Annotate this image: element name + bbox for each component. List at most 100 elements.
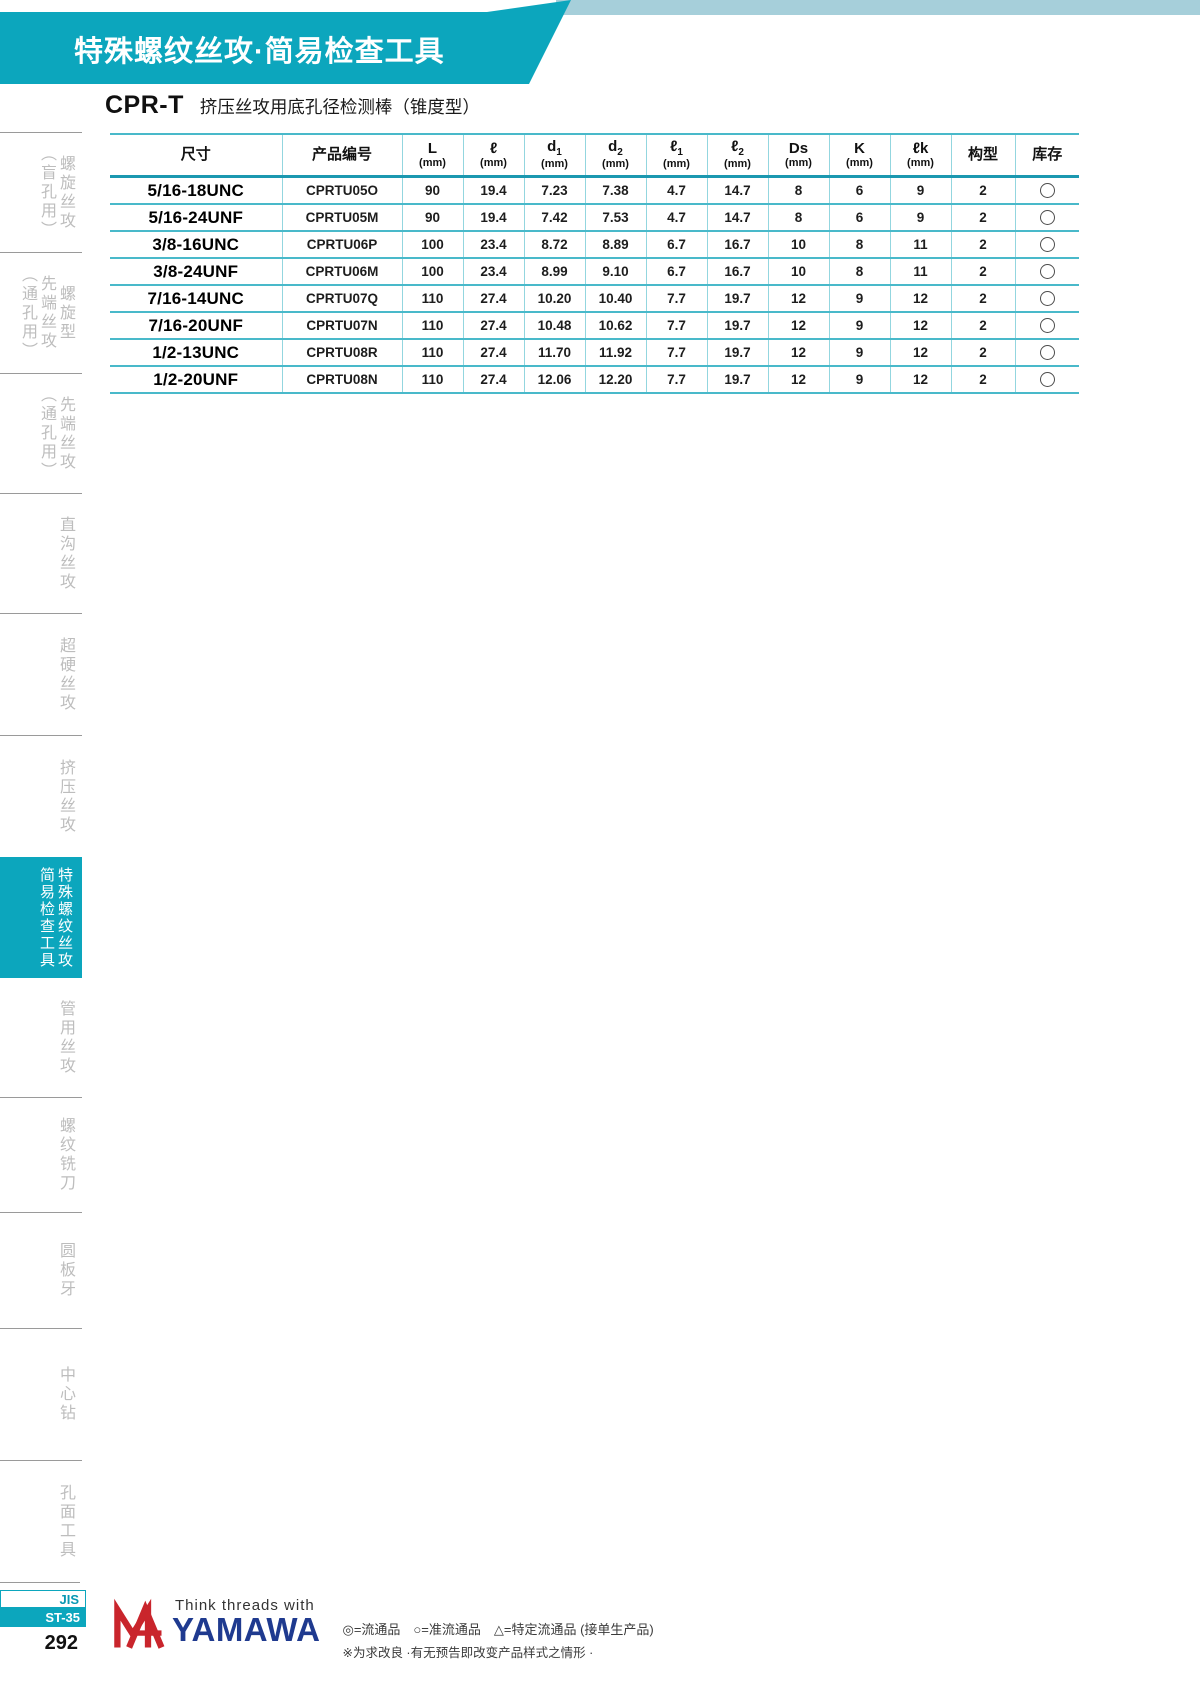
size-cell: 5/16-18UNC: [110, 176, 282, 205]
value-cell: 7.7: [645, 312, 707, 340]
column-header: L (mm): [401, 134, 463, 178]
value-cell: 2: [950, 285, 1015, 313]
sidebar-tab-7[interactable]: 特殊螺纹丝攻 简易检查工具: [0, 857, 82, 978]
value-cell: 10: [767, 258, 829, 286]
sidebar-tab-1[interactable]: 螺旋丝攻 （盲孔用）: [0, 132, 82, 252]
spec-table-row: 7/16-20UNF CPRTU07N 110 27.4 10.48 10.62 7.7 19…: [110, 312, 1079, 340]
value-cell: 90: [401, 204, 463, 232]
stock-available-icon: [1039, 236, 1055, 252]
value-cell: 7.23: [523, 176, 585, 205]
sidebar-tab-label: 中心钻: [57, 1366, 74, 1423]
stock-available-icon: [1039, 182, 1055, 198]
value-cell: 2: [950, 339, 1015, 367]
sidebar-tab-label: 孔面工具: [57, 1483, 74, 1560]
page-number: 292: [44, 1632, 78, 1654]
value-cell: 2: [950, 231, 1015, 259]
value-cell: 19.4: [462, 204, 524, 232]
stock-available-icon: [1039, 344, 1055, 360]
value-cell: 10.20: [523, 285, 585, 313]
value-cell: 27.4: [462, 285, 524, 313]
sidebar-tab-label: 螺旋丝攻: [57, 154, 74, 231]
stock-cell: [1014, 339, 1079, 367]
value-cell: 12: [889, 285, 951, 313]
value-cell: 7.53: [584, 204, 646, 232]
value-cell: 11: [889, 231, 951, 259]
product-code-cell: CPRTU06P: [281, 231, 402, 259]
value-cell: 11: [889, 258, 951, 286]
sidebar-tab-8[interactable]: 管用丝攻: [0, 978, 82, 1097]
value-cell: 4.7: [645, 204, 707, 232]
value-cell: 27.4: [462, 366, 524, 393]
size-cell: 7/16-20UNF: [110, 312, 282, 340]
yamawa-logo-icon: [114, 1598, 165, 1649]
spec-table-head: 尺寸 产品编号 L (mm) ℓ (mm) d1 (mm) d2 (mm) ℓ1 (mm) ℓ2 (mm)…: [110, 134, 1079, 178]
value-cell: 6: [828, 204, 890, 232]
value-cell: 7.7: [645, 285, 707, 313]
value-cell: 19.7: [706, 339, 768, 367]
column-header: ℓk (mm): [889, 134, 951, 178]
spec-table-row: 5/16-24UNF CPRTU05M 90 19.4 7.42 7.53 4.7 14.7 8…: [110, 204, 1079, 232]
availability-legend: ◎=流通品 ○=准流通品 △=特定流通品 (接单生产品): [342, 1622, 654, 1637]
value-cell: 12: [767, 285, 829, 313]
value-cell: 12.20: [584, 366, 646, 393]
size-cell: 1/2-13UNC: [110, 339, 282, 367]
column-header: ℓ2 (mm): [706, 134, 768, 178]
size-cell: 1/2-20UNF: [153, 369, 239, 389]
column-header: 尺寸: [110, 134, 282, 178]
sidebar-tab-3[interactable]: 先端丝攻 （通孔用）: [0, 373, 82, 493]
sidebar-tab-6[interactable]: 挤压丝攻: [0, 735, 82, 857]
spec-table-row: 1/2-20UNF CPRTU08N 110 27.4 12.06 12.20 7.7 19.…: [110, 366, 1079, 393]
product-name: 挤压丝攻用底孔径检测棒（锥度型）: [199, 97, 480, 117]
sidebar-tab-label: 简易检查工具: [38, 866, 55, 969]
value-cell: 10.62: [584, 312, 646, 340]
product-code-cell: CPRTU07Q: [281, 285, 402, 313]
brand-tagline: Think threads with: [175, 1597, 315, 1614]
brand-name: YAMAWA: [172, 1611, 321, 1648]
value-cell: 9.10: [584, 258, 646, 286]
column-header: Ds (mm): [767, 134, 829, 178]
stock-available-icon: [1039, 263, 1055, 279]
stock-cell: [1014, 366, 1079, 393]
sidebar-tab-5[interactable]: 超硬丝攻: [0, 613, 82, 735]
value-cell: 12: [767, 312, 829, 340]
product-code-cell: CPRTU05M: [281, 204, 402, 232]
value-cell: 19.4: [462, 176, 524, 205]
size-cell: 3/8-24UNF: [110, 258, 282, 286]
value-cell: 12: [767, 339, 829, 367]
stock-cell: [1014, 258, 1079, 286]
sidebar-tab-label: （通孔用）: [19, 265, 36, 361]
value-cell: 12: [889, 312, 951, 340]
sidebar-tab-4[interactable]: 直沟丝攻: [0, 493, 82, 613]
value-cell: 4.7: [645, 176, 707, 205]
value-cell: 90: [401, 176, 463, 205]
spec-table: 尺寸 产品编号 L (mm) ℓ (mm) d1 (mm) d2 (mm) ℓ1 (mm) ℓ2 (mm)…: [110, 133, 1079, 394]
column-header: d2 (mm): [584, 134, 646, 178]
value-cell: 8.72: [523, 231, 585, 259]
sidebar-tab-2[interactable]: 螺旋型 先端丝攻 （通孔用）: [0, 252, 82, 373]
sidebar-tab-10[interactable]: 圆板牙: [0, 1212, 82, 1328]
value-cell: 16.7: [706, 258, 768, 286]
value-cell: 12: [889, 339, 951, 367]
sidebar-tab-label: 直沟丝攻: [57, 515, 74, 592]
value-cell: 2: [950, 366, 1015, 393]
sidebar-tab-9[interactable]: 螺纹铣刀: [0, 1097, 82, 1212]
value-cell: 9: [889, 176, 951, 205]
value-cell: 10.40: [584, 285, 646, 313]
page-banner: [0, 0, 571, 84]
value-cell: 11.70: [523, 339, 585, 367]
value-cell: 2: [950, 258, 1015, 286]
value-cell: 8: [828, 258, 890, 286]
sidebar-tab-label: 圆板牙: [57, 1242, 74, 1299]
standard-badge: JIS ST-35 292: [0, 1590, 86, 1655]
value-cell: 8: [828, 231, 890, 259]
value-cell: 7.42: [523, 204, 585, 232]
sidebar-tab-11[interactable]: 中心钻: [0, 1328, 82, 1460]
spec-table-row: 3/8-16UNC CPRTU06P 100 23.4 8.72 8.89 6.7 16.7 1…: [110, 231, 1079, 259]
value-cell: 100: [401, 231, 463, 259]
value-cell: 11.92: [584, 339, 646, 367]
disclaimer-note: ※为求改良 ·有无预告即改变产品样式之情形 ·: [342, 1646, 594, 1660]
jis-label: JIS: [0, 1590, 86, 1608]
sidebar-tab-12[interactable]: 孔面工具: [0, 1460, 82, 1582]
value-cell: 9: [828, 339, 890, 367]
column-header: K (mm): [828, 134, 890, 178]
